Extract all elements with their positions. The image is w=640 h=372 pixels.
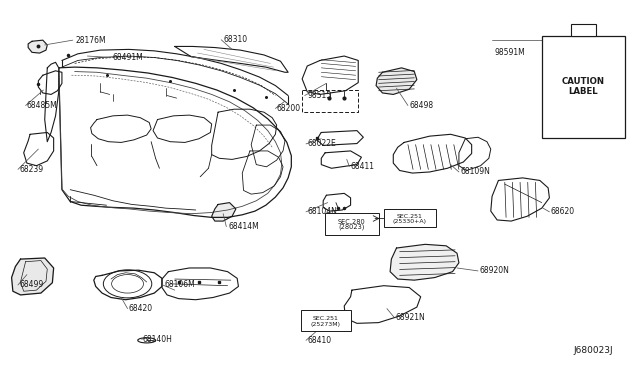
Text: 28176M: 28176M [76,36,106,45]
Bar [325,212,380,235]
Text: 68920N: 68920N [479,266,509,275]
Bar [301,310,351,331]
Text: (28023): (28023) [339,223,365,230]
Text: 68109N: 68109N [460,167,490,176]
Text: LABEL: LABEL [568,87,598,96]
Text: 98515: 98515 [307,91,332,100]
Text: 98591M: 98591M [495,48,525,57]
Polygon shape [390,244,459,280]
Text: SEC.251: SEC.251 [313,317,339,321]
Text: 68485M: 68485M [27,101,58,110]
Polygon shape [376,68,417,94]
Text: 68140H: 68140H [143,335,173,344]
Bar [571,23,596,36]
Text: 68420: 68420 [129,304,153,313]
Text: 68620: 68620 [550,207,575,217]
Bar [384,209,436,227]
Polygon shape [212,203,236,221]
Text: J680023J: J680023J [573,346,613,355]
Bar [541,36,625,138]
Text: 68499: 68499 [19,280,44,289]
Text: 68239: 68239 [19,165,44,174]
Text: 68310: 68310 [223,35,247,44]
Text: 68491M: 68491M [113,53,143,62]
Text: SEC.251: SEC.251 [397,214,423,219]
Text: (25273M): (25273M) [311,321,340,327]
Polygon shape [28,40,47,53]
Text: 68200: 68200 [276,104,301,113]
Text: SEC.280: SEC.280 [338,219,365,225]
Text: (25330+A): (25330+A) [393,219,427,224]
Text: 68411: 68411 [351,162,374,171]
Text: 68498: 68498 [409,101,433,110]
Text: 68410: 68410 [307,336,332,345]
Polygon shape [12,258,54,295]
Text: 68414M: 68414M [228,222,259,231]
Text: 68106M: 68106M [164,280,195,289]
Text: 68104N: 68104N [307,207,337,217]
Text: 68022E: 68022E [307,140,336,148]
Text: CAUTION: CAUTION [562,77,605,86]
Text: 68921N: 68921N [395,312,425,321]
